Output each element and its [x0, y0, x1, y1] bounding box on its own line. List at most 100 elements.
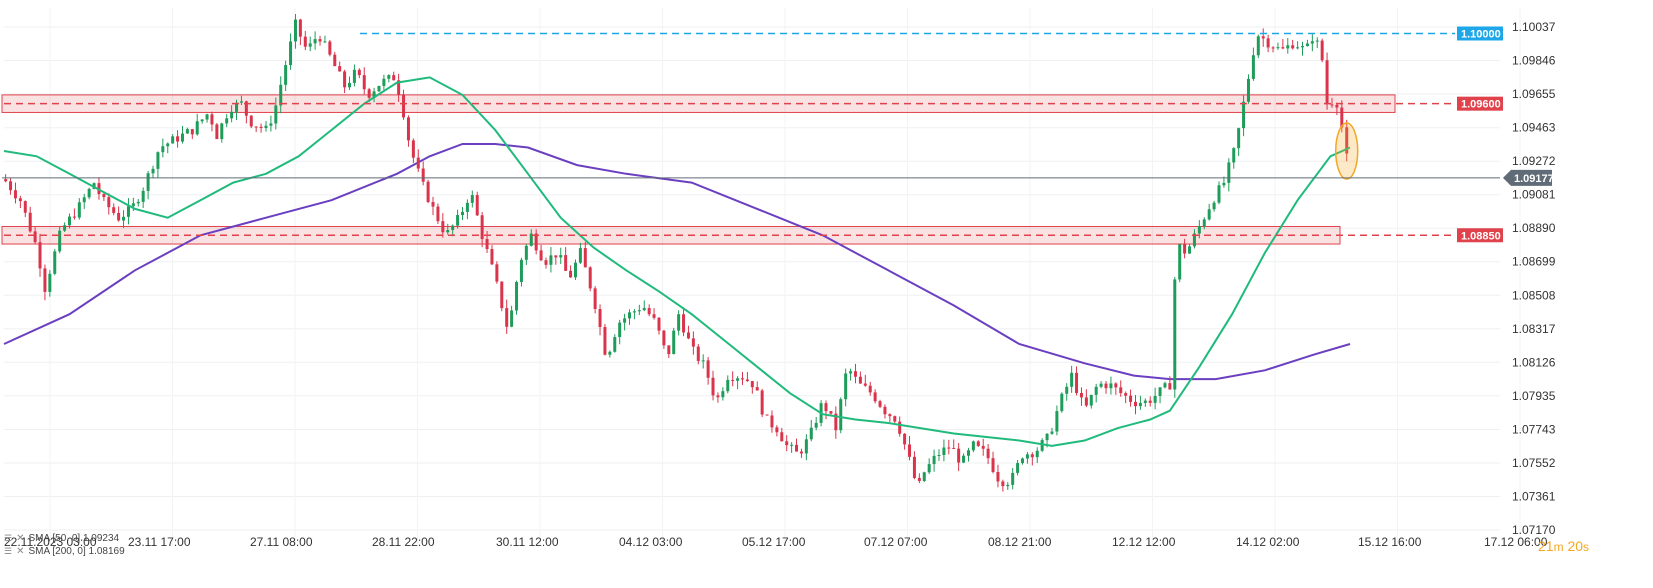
candle-body: [1040, 440, 1044, 451]
x-tick-label: 22.11.2023 03:00: [4, 535, 97, 549]
candle-body: [912, 456, 916, 478]
candle-body: [529, 233, 533, 246]
candle-body: [1099, 383, 1103, 387]
candle-body: [239, 101, 243, 103]
candle-body: [569, 270, 573, 278]
candle-body: [991, 458, 995, 472]
close-icon[interactable]: ✕: [16, 546, 25, 557]
y-tick-label: 1.09272: [1512, 154, 1556, 168]
candle-body: [554, 255, 558, 258]
candle-body: [1286, 45, 1290, 49]
candle-body: [996, 471, 1000, 482]
candle-body: [1035, 450, 1039, 458]
candle-body: [259, 126, 263, 128]
y-tick-label: 1.08699: [1512, 255, 1556, 269]
candle-body: [67, 216, 71, 226]
candle-body: [28, 212, 32, 232]
candle-body: [87, 188, 91, 198]
candle-body: [662, 330, 666, 346]
candle-body: [480, 215, 484, 240]
candle-body: [804, 439, 808, 454]
y-tick-label: 1.08126: [1512, 355, 1556, 369]
candle-body: [1011, 472, 1015, 485]
candle-body: [564, 255, 568, 271]
candle-body: [264, 125, 268, 128]
candle-body: [716, 395, 720, 398]
candle-body: [38, 242, 42, 269]
candle-body: [343, 71, 347, 88]
x-tick-label: 30.11 12:00: [496, 535, 559, 549]
candle-body: [1001, 481, 1005, 487]
candle-body: [736, 378, 740, 381]
y-tick-label: 1.07743: [1512, 422, 1556, 436]
candle-body: [947, 447, 951, 449]
candle-body: [210, 114, 214, 125]
candle-body: [795, 444, 799, 452]
candle-body: [957, 448, 961, 463]
candle-body: [740, 378, 744, 380]
candle-body: [1163, 383, 1167, 388]
candle-body: [917, 477, 921, 481]
candle-body: [844, 373, 848, 400]
y-tick-label: 1.07361: [1512, 489, 1556, 503]
candle-body: [1335, 104, 1339, 108]
candle-body: [421, 168, 425, 182]
candle-body: [171, 136, 175, 144]
candle-body: [682, 314, 686, 333]
candle-body: [952, 447, 956, 449]
candle-body: [1192, 233, 1196, 247]
candle-body: [107, 197, 111, 208]
candle-body: [235, 102, 239, 112]
candle-body: [220, 123, 224, 140]
level-tag: [1457, 96, 1503, 111]
close-icon[interactable]: ✕: [16, 533, 25, 544]
candle-body: [392, 75, 396, 81]
candle-body: [1114, 383, 1118, 388]
candle-body: [745, 379, 749, 382]
candle-body: [765, 414, 769, 416]
candle-body: [790, 444, 794, 446]
x-tick-label: 08.12 21:00: [988, 535, 1052, 549]
candle-body: [1325, 60, 1329, 105]
legend-label: SMA [200, 0] 1.08169: [28, 546, 125, 557]
legend-sma200[interactable]: ☰ ✕ SMA [200, 0] 1.08169: [4, 546, 125, 557]
x-tick-label: 07.12 07:00: [864, 535, 928, 549]
y-tick-label: 1.08890: [1512, 221, 1556, 235]
candle-body: [1168, 383, 1172, 390]
candle-body: [515, 282, 519, 311]
candle-body: [858, 376, 862, 384]
candle-body: [539, 250, 543, 261]
candle-body: [495, 264, 499, 282]
level-label: 1.09177: [1514, 173, 1554, 185]
candle-body: [686, 332, 690, 339]
candle-body: [166, 143, 170, 147]
candle-body: [711, 377, 715, 396]
candle-body: [799, 451, 803, 454]
candle-body: [780, 432, 784, 442]
candle-body: [1070, 372, 1074, 387]
candle-body: [485, 239, 489, 250]
candle-body: [1006, 484, 1010, 487]
candle-body: [1060, 393, 1064, 412]
legend-sma50[interactable]: ☰ ✕ SMA [50, 0] 1.09234: [4, 533, 119, 544]
candle-body: [544, 260, 548, 265]
candle-body: [873, 392, 877, 402]
candle-body: [1079, 392, 1083, 398]
candle-body: [102, 194, 106, 198]
candle-body: [1050, 431, 1054, 434]
candle-body: [1055, 411, 1059, 432]
candle-body: [117, 212, 121, 221]
candle-body: [942, 447, 946, 455]
candle-body: [1025, 454, 1029, 459]
candle-body: [1217, 185, 1221, 203]
candle-body: [598, 308, 602, 328]
candle-body: [230, 111, 234, 119]
candle-body: [1158, 387, 1162, 396]
candle-body: [986, 448, 990, 459]
x-tick-label: 28.11 22:00: [372, 535, 435, 549]
candle-body: [357, 69, 361, 76]
candle-body: [1065, 386, 1069, 394]
candle-body: [180, 133, 184, 142]
candle-countdown: 21m 20s: [1538, 538, 1589, 554]
candle-body: [608, 351, 612, 355]
